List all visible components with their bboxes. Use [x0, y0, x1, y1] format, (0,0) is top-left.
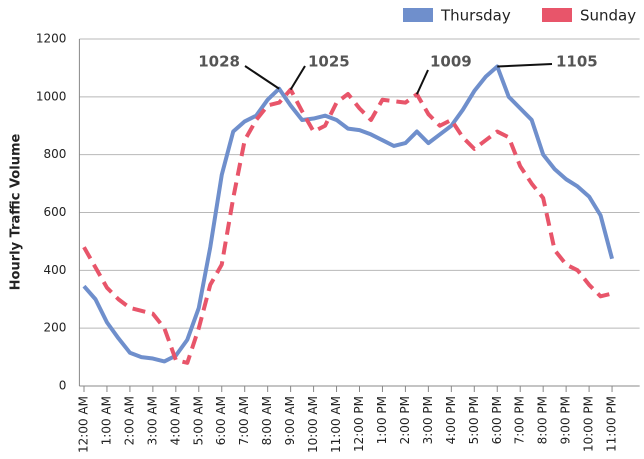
x-tick-label: 9:00 PM	[559, 396, 573, 444]
x-tick-label: 2:00 AM	[122, 396, 136, 445]
x-tick-label: 3:00 PM	[421, 396, 435, 444]
x-tick-label: 5:00 PM	[467, 396, 481, 444]
annotation-label: 1105	[556, 53, 598, 71]
y-tick-label: 1200	[36, 32, 67, 46]
x-tick-label: 11:00 AM	[329, 396, 343, 453]
x-tick-label: 6:00 PM	[490, 396, 504, 444]
x-tick-label: 10:00 PM	[582, 396, 596, 452]
y-tick-label: 400	[43, 263, 66, 277]
x-tick-label: 7:00 PM	[513, 396, 527, 444]
annotation-leader	[415, 69, 429, 95]
legend-swatch	[542, 8, 572, 22]
legend-label: Sunday	[580, 7, 636, 25]
y-tick-label: 800	[43, 147, 66, 161]
x-tick-label: 8:00 PM	[536, 396, 550, 444]
x-tick-label: 5:00 AM	[191, 396, 205, 445]
annotation-leader	[497, 63, 553, 68]
annotation-leader	[289, 65, 306, 91]
series-line	[82, 64, 614, 364]
annotation-label: 1028	[198, 53, 240, 71]
x-tick-label: 7:00 AM	[237, 396, 251, 445]
x-tick-label: 1:00 AM	[99, 396, 113, 445]
annotation-label: 1025	[308, 53, 350, 71]
series-line	[82, 87, 613, 365]
y-tick-label: 600	[43, 205, 66, 219]
y-tick-label: 200	[43, 321, 66, 335]
x-tick-label: 4:00 AM	[168, 396, 182, 445]
y-axis-label: Hourly Traffic Volume	[9, 134, 24, 291]
legend-swatch	[403, 8, 433, 22]
annotation-leader	[244, 65, 280, 90]
x-tick-label: 6:00 AM	[214, 396, 228, 445]
x-tick-label: 2:00 PM	[398, 396, 412, 444]
x-tick-label: 1:00 PM	[375, 396, 389, 444]
x-tick-label: 4:00 PM	[444, 396, 458, 444]
x-tick-label: 12:00 AM	[76, 396, 90, 453]
x-tick-label: 8:00 AM	[260, 396, 274, 445]
x-tick-label: 9:00 AM	[283, 396, 297, 445]
x-tick-label: 3:00 AM	[145, 396, 159, 445]
x-tick-label: 12:00 PM	[352, 396, 366, 452]
legend-label: Thursday	[440, 7, 511, 25]
x-tick-label: 11:00 PM	[605, 396, 619, 452]
y-tick-label: 0	[59, 379, 67, 393]
annotation-label: 1009	[430, 53, 472, 71]
y-tick-label: 1000	[36, 89, 67, 103]
x-tick-label: 10:00 AM	[306, 396, 320, 453]
